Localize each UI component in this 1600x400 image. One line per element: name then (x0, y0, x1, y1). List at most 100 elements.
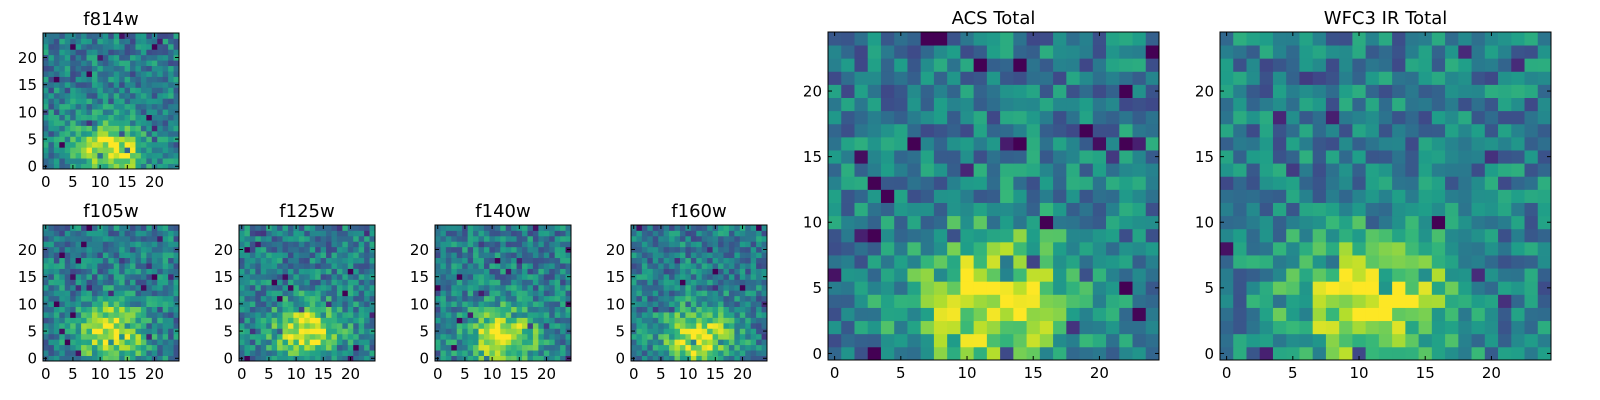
heatmap-cell (554, 295, 561, 302)
heatmap-cell (947, 97, 961, 112)
heatmap-cell (86, 317, 93, 324)
heatmap-cell (342, 290, 349, 297)
heatmap-cell (1445, 32, 1459, 46)
heatmap-cell (48, 328, 55, 335)
heatmap-cell (933, 333, 948, 348)
heatmap-cell (1000, 307, 1014, 322)
heatmap-cell (1053, 110, 1067, 125)
heatmap-cell (119, 312, 125, 318)
heatmap-cell (53, 230, 60, 237)
heatmap-cell (440, 328, 447, 335)
heatmap-cell (473, 235, 479, 242)
heatmap-cell (527, 290, 534, 297)
heatmap-cell (239, 230, 245, 237)
heatmap-cell (1092, 346, 1107, 361)
heatmap-cell (554, 252, 561, 259)
x-tick-label: 20 (145, 365, 164, 383)
heatmap-cell (249, 355, 256, 362)
heatmap-cell (1145, 241, 1160, 256)
heatmap-cell (445, 295, 452, 302)
heatmap-cell (124, 301, 131, 307)
heatmap-cell (119, 230, 125, 237)
heatmap-cell (353, 273, 360, 280)
heatmap-cell (364, 225, 370, 231)
heatmap-cell (168, 38, 174, 45)
heatmap-cell (718, 355, 724, 362)
heatmap-cell (560, 235, 566, 242)
heatmap-cell (1286, 333, 1300, 348)
heatmap-cell (146, 81, 153, 88)
heatmap-cell (947, 176, 961, 190)
heatmap-cell (86, 328, 93, 335)
heatmap-cell (1325, 202, 1340, 217)
heatmap-cell (97, 65, 104, 72)
heatmap-cell (1378, 123, 1393, 138)
heatmap-cell (658, 295, 665, 302)
heatmap-cell (342, 246, 349, 253)
heatmap-cell (1378, 281, 1393, 295)
heatmap-cell (168, 306, 174, 313)
heatmap-cell (347, 339, 354, 346)
heatmap-cell (728, 279, 735, 286)
heatmap-cell (712, 268, 719, 275)
heatmap-cell (48, 312, 55, 318)
heatmap-cell (124, 120, 131, 126)
heatmap-cell (353, 290, 360, 297)
heatmap-cell (1272, 45, 1287, 59)
heatmap-cell (894, 150, 908, 164)
heatmap-cell (135, 109, 142, 115)
heatmap-cell (315, 333, 321, 340)
heatmap-cell (43, 279, 49, 286)
heatmap-cell (102, 306, 109, 313)
heatmap-cell (1132, 150, 1147, 164)
heatmap-cell (1272, 150, 1287, 164)
heatmap-cell (75, 92, 82, 99)
heatmap-cell (1079, 150, 1094, 164)
heatmap-cell (1220, 320, 1234, 335)
heatmap-cell (168, 301, 174, 307)
heatmap-cell (532, 230, 539, 237)
heatmap-cell (1458, 241, 1472, 256)
heatmap-cell (1325, 32, 1340, 46)
heatmap-cell (135, 49, 142, 56)
heatmap-cell (920, 228, 935, 243)
heatmap-cell (933, 294, 948, 308)
heatmap-cells (435, 225, 572, 362)
heatmap-cell (828, 58, 842, 72)
heatmap-cell (43, 317, 49, 324)
heatmap-cell (91, 65, 98, 72)
heatmap-cell (1431, 97, 1446, 112)
heatmap-cell (1145, 45, 1160, 59)
heatmap-cell (70, 109, 77, 115)
heatmap-cell (1259, 307, 1274, 322)
heatmap-cell (647, 290, 654, 297)
heatmap-cell (1079, 45, 1094, 59)
heatmap-cell (287, 317, 294, 324)
heatmap-cell (102, 279, 109, 286)
heatmap-cell (1286, 176, 1300, 190)
heatmap-cell (756, 235, 762, 242)
heatmap-cell (331, 290, 338, 297)
heatmap-cell (43, 252, 49, 259)
heatmap-cell (1339, 189, 1353, 203)
heatmap-cell (239, 268, 245, 275)
heatmap-cell (973, 294, 988, 308)
heatmap-cell (320, 306, 327, 313)
heatmap-cell (255, 295, 262, 302)
heatmap-cell (1471, 71, 1486, 85)
heatmap-cell (1405, 123, 1419, 138)
heatmap-cell (907, 255, 922, 269)
heatmap-cell (124, 263, 131, 269)
heatmap-cell (75, 158, 82, 164)
heatmap-cell (960, 97, 975, 112)
heatmap-cell (933, 163, 948, 177)
heatmap-cell (841, 58, 855, 72)
heatmap-cell (255, 273, 262, 280)
heatmap-cell (1119, 123, 1133, 138)
heatmap-cell (947, 346, 961, 361)
heatmap-cell (48, 147, 55, 154)
heatmap-cell (1471, 241, 1486, 256)
heatmap-cell (973, 189, 988, 203)
heatmap-cell (244, 284, 251, 291)
heatmap-cell (1092, 268, 1107, 282)
